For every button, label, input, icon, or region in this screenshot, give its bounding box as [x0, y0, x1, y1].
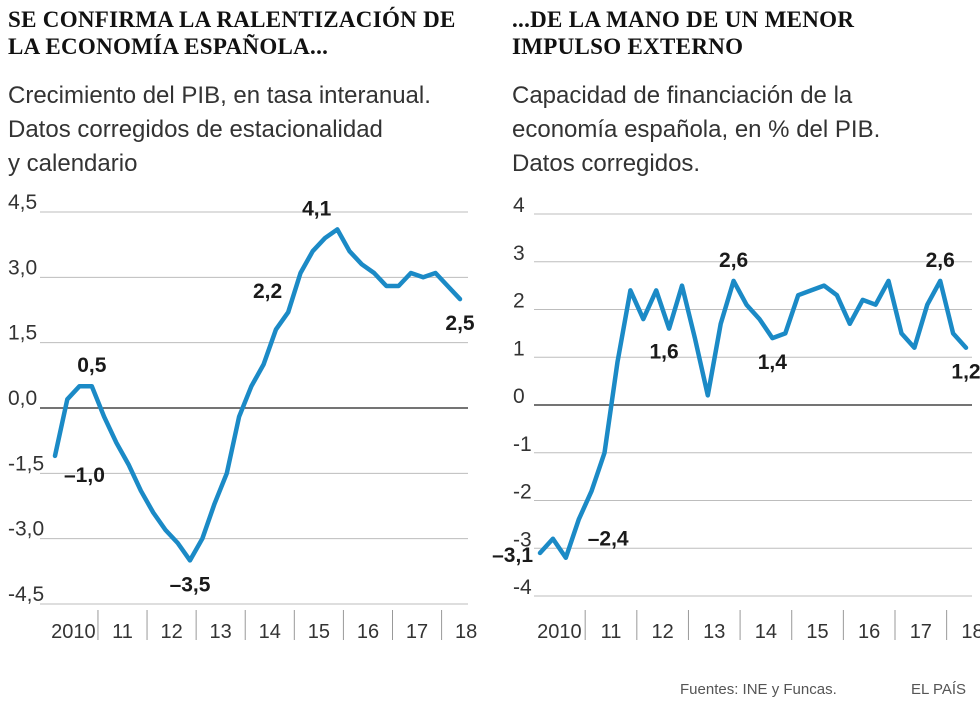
left-x-tick-label: 17 [406, 621, 428, 643]
right-subtitle-line-3: Datos corregidos. [512, 150, 701, 177]
left-y-tick-label: 3,0 [8, 256, 37, 279]
right-data-label: 1,2 [951, 361, 980, 384]
right-y-tick-label: 0 [513, 385, 525, 408]
left-x-tick-label: 15 [308, 621, 330, 643]
right-chart-subtitle: Capacidad de financiación de la economía… [512, 79, 880, 181]
right-x-tick-label: 18 [961, 621, 980, 643]
left-x-tick-label: 2010 [51, 621, 96, 643]
brand-logo: EL PAÍS [911, 681, 967, 698]
left-data-label: –1,0 [64, 464, 105, 487]
left-data-label: 2,5 [445, 312, 475, 335]
left-x-tick-label: 18 [455, 621, 477, 643]
right-x-tick-label: 14 [755, 621, 777, 643]
right-subtitle-line-1: Capacidad de financiación de la [512, 82, 853, 109]
left-data-label: 2,2 [253, 280, 282, 303]
right-x-tick-label: 12 [652, 621, 674, 643]
left-y-tick-label: 1,5 [8, 322, 37, 345]
right-subtitle-line-2: economía española, en % del PIB. [512, 116, 881, 143]
right-x-tick-label: 13 [703, 621, 725, 643]
left-x-tick-label: 11 [112, 621, 133, 643]
right-data-label: 2,6 [719, 249, 748, 272]
left-data-label: 4,1 [302, 197, 332, 220]
left-data-label: –3,5 [170, 573, 211, 596]
right-x-tick-label: 16 [858, 621, 880, 643]
right-x-tick-label: 11 [601, 621, 622, 643]
left-y-tick-label: -4,5 [8, 583, 44, 606]
right-y-tick-label: 1 [513, 337, 525, 360]
left-series-line [52, 227, 463, 563]
left-title-line-2: LA ECONOMÍA ESPAÑOLA... [8, 34, 329, 59]
left-x-tick-label: 16 [357, 621, 379, 643]
right-data-label: –2,4 [588, 528, 629, 551]
right-series-line [537, 278, 969, 561]
left-y-tick-label: -1,5 [8, 452, 44, 475]
right-title-line-2: IMPULSO EXTERNO [512, 34, 744, 59]
right-y-tick-label: -4 [513, 576, 532, 599]
right-y-tick-label: -3 [513, 528, 532, 551]
right-y-tick-label: 4 [513, 194, 525, 217]
left-y-tick-label: 4,5 [8, 191, 37, 214]
right-y-tick-label: 3 [513, 242, 525, 265]
left-title-line-1: SE CONFIRMA LA RALENTIZACIÓN DE [8, 7, 456, 32]
right-data-label: 1,6 [649, 341, 678, 364]
right-x-tick-label: 2010 [537, 621, 582, 643]
left-y-tick-label: -3,0 [8, 518, 44, 541]
right-y-tick-label: 2 [513, 290, 525, 313]
right-x-tick-label: 15 [806, 621, 828, 643]
left-subtitle-line-2: Datos corregidos de estacionalidad [8, 116, 383, 143]
right-data-label: 1,4 [758, 351, 788, 374]
left-chart-title: SE CONFIRMA LA RALENTIZACIÓN DE LA ECONO… [8, 6, 478, 60]
right-data-label: –3,1 [492, 544, 533, 567]
left-x-tick-label: 13 [210, 621, 232, 643]
left-subtitle-line-3: y calendario [8, 150, 138, 177]
right-y-tick-label: -2 [513, 481, 532, 504]
left-y-tick-label: 0,0 [8, 387, 37, 410]
right-data-label: 2,6 [926, 249, 955, 272]
right-y-tick-label: -1 [513, 433, 532, 456]
source-note: Fuentes: INE y Funcas. [680, 681, 837, 698]
right-chart-title: ...DE LA MANO DE UN MENOR IMPULSO EXTERN… [512, 6, 972, 60]
left-chart-subtitle: Crecimiento del PIB, en tasa interanual.… [8, 79, 431, 181]
right-x-tick-label: 17 [910, 621, 932, 643]
left-subtitle-line-1: Crecimiento del PIB, en tasa interanual. [8, 82, 431, 109]
right-title-line-1: ...DE LA MANO DE UN MENOR [512, 7, 855, 32]
left-data-label: 0,5 [77, 354, 107, 377]
left-x-tick-label: 14 [259, 621, 281, 643]
left-x-tick-label: 12 [160, 621, 182, 643]
